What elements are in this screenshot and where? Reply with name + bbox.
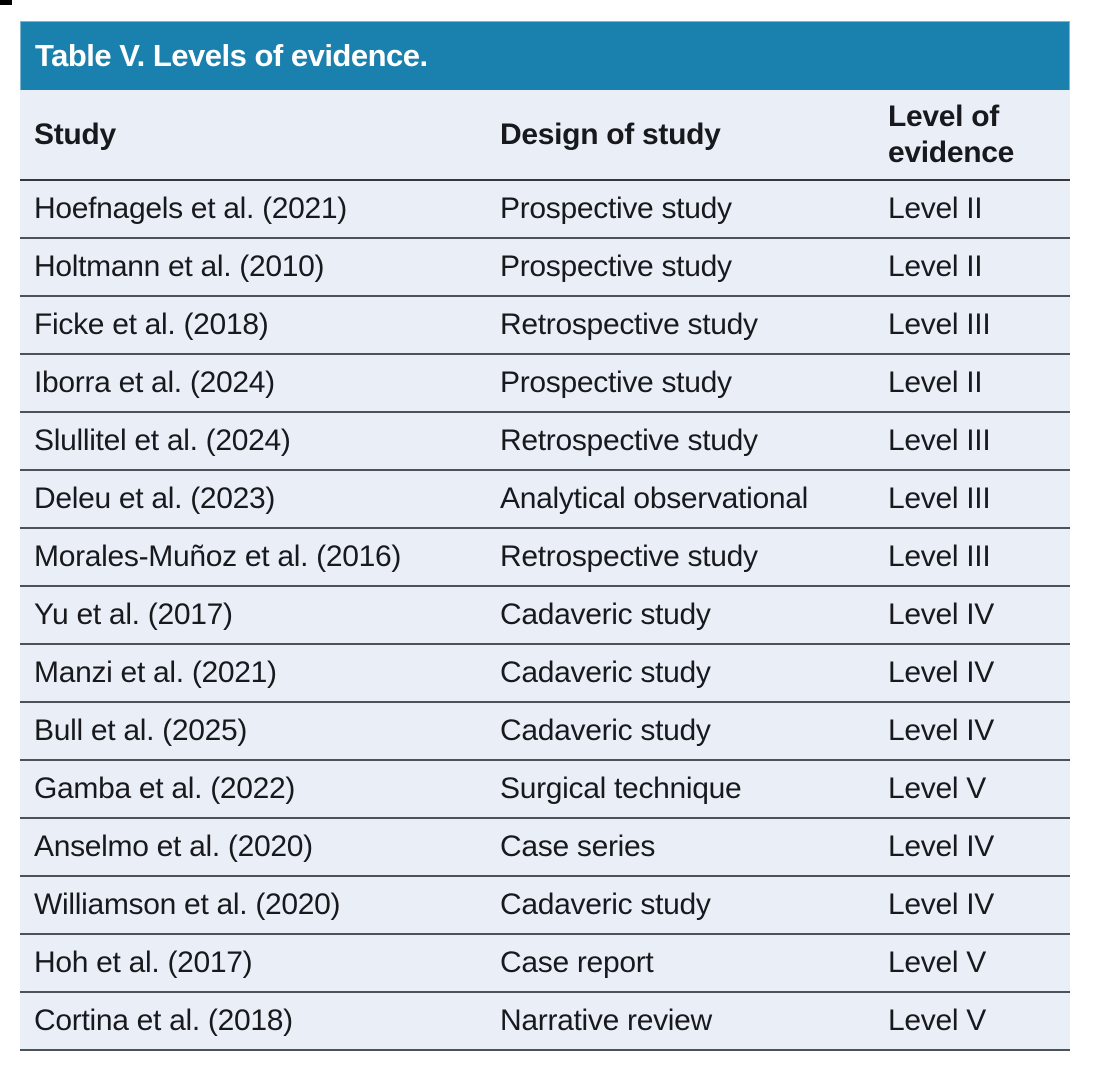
level-cell: Level IV [888, 876, 1070, 935]
study-cell: Williamson et al. (2020) [20, 876, 500, 935]
table-row: Ficke et al. (2018) Retrospective study … [20, 296, 1070, 355]
design-cell: Case report [500, 934, 888, 993]
level-cell: Level III [888, 470, 1070, 529]
design-cell: Prospective study [500, 238, 888, 297]
study-cell: Bull et al. (2025) [20, 702, 500, 761]
table-row: Manzi et al. (2021) Cadaveric study Leve… [20, 644, 1070, 703]
design-cell: Cadaveric study [500, 586, 888, 645]
design-cell: Narrative review [500, 992, 888, 1051]
design-cell: Surgical technique [500, 760, 888, 819]
study-cell: Holtmann et al. (2010) [20, 238, 500, 297]
col-header-study: Study [20, 90, 500, 181]
level-cell: Level II [888, 354, 1070, 413]
level-cell: Level II [888, 238, 1070, 297]
col-header-design: Design of study [500, 90, 888, 181]
design-cell: Retrospective study [500, 412, 888, 471]
study-cell: Gamba et al. (2022) [20, 760, 500, 819]
table-row: Anselmo et al. (2020) Case series Level … [20, 818, 1070, 877]
study-cell: Manzi et al. (2021) [20, 644, 500, 703]
table-row: Williamson et al. (2020) Cadaveric study… [20, 876, 1070, 935]
table-row: Bull et al. (2025) Cadaveric study Level… [20, 702, 1070, 761]
study-cell: Yu et al. (2017) [20, 586, 500, 645]
table-title-bar: Table V. Levels of evidence. [20, 21, 1070, 90]
table-row: Hoefnagels et al. (2021) Prospective stu… [20, 180, 1070, 239]
design-cell: Prospective study [500, 180, 888, 239]
study-cell: Hoefnagels et al. (2021) [20, 180, 500, 239]
level-cell: Level III [888, 296, 1070, 355]
table-row: Deleu et al. (2023) Analytical observati… [20, 470, 1070, 529]
study-cell: Slullitel et al. (2024) [20, 412, 500, 471]
table-row: Holtmann et al. (2010) Prospective study… [20, 238, 1070, 297]
study-cell: Iborra et al. (2024) [20, 354, 500, 413]
design-cell: Cadaveric study [500, 702, 888, 761]
study-cell: Ficke et al. (2018) [20, 296, 500, 355]
levels-of-evidence-table: Table V. Levels of evidence. Study Desig… [20, 21, 1070, 1051]
level-cell: Level II [888, 180, 1070, 239]
study-cell: Anselmo et al. (2020) [20, 818, 500, 877]
screen-corner-artifact [0, 0, 12, 5]
table-row: Iborra et al. (2024) Prospective study L… [20, 354, 1070, 413]
level-cell: Level III [888, 528, 1070, 587]
table-row: Gamba et al. (2022) Surgical technique L… [20, 760, 1070, 819]
level-cell: Level V [888, 760, 1070, 819]
design-cell: Retrospective study [500, 528, 888, 587]
design-cell: Cadaveric study [500, 876, 888, 935]
study-cell: Hoh et al. (2017) [20, 934, 500, 993]
level-cell: Level V [888, 934, 1070, 993]
level-cell: Level III [888, 412, 1070, 471]
table-row: Hoh et al. (2017) Case report Level V [20, 934, 1070, 993]
table-row: Slullitel et al. (2024) Retrospective st… [20, 412, 1070, 471]
level-cell: Level IV [888, 818, 1070, 877]
design-cell: Retrospective study [500, 296, 888, 355]
table-row: Morales-Muñoz et al. (2016) Retrospectiv… [20, 528, 1070, 587]
level-cell: Level IV [888, 586, 1070, 645]
design-cell: Analytical observational [500, 470, 888, 529]
level-cell: Level IV [888, 702, 1070, 761]
table-title: Table V. Levels of evidence. [35, 38, 428, 73]
table-row: Yu et al. (2017) Cadaveric study Level I… [20, 586, 1070, 645]
design-cell: Prospective study [500, 354, 888, 413]
study-cell: Cortina et al. (2018) [20, 992, 500, 1051]
header-row: Study Design of study Level of evidence [20, 90, 1070, 181]
level-cell: Level IV [888, 644, 1070, 703]
table-row: Cortina et al. (2018) Narrative review L… [20, 992, 1070, 1051]
evidence-grid: Study Design of study Level of evidence … [20, 90, 1070, 1051]
design-cell: Cadaveric study [500, 644, 888, 703]
study-cell: Morales-Muñoz et al. (2016) [20, 528, 500, 587]
design-cell: Case series [500, 818, 888, 877]
level-cell: Level V [888, 992, 1070, 1051]
col-header-level: Level of evidence [888, 90, 1070, 181]
study-cell: Deleu et al. (2023) [20, 470, 500, 529]
